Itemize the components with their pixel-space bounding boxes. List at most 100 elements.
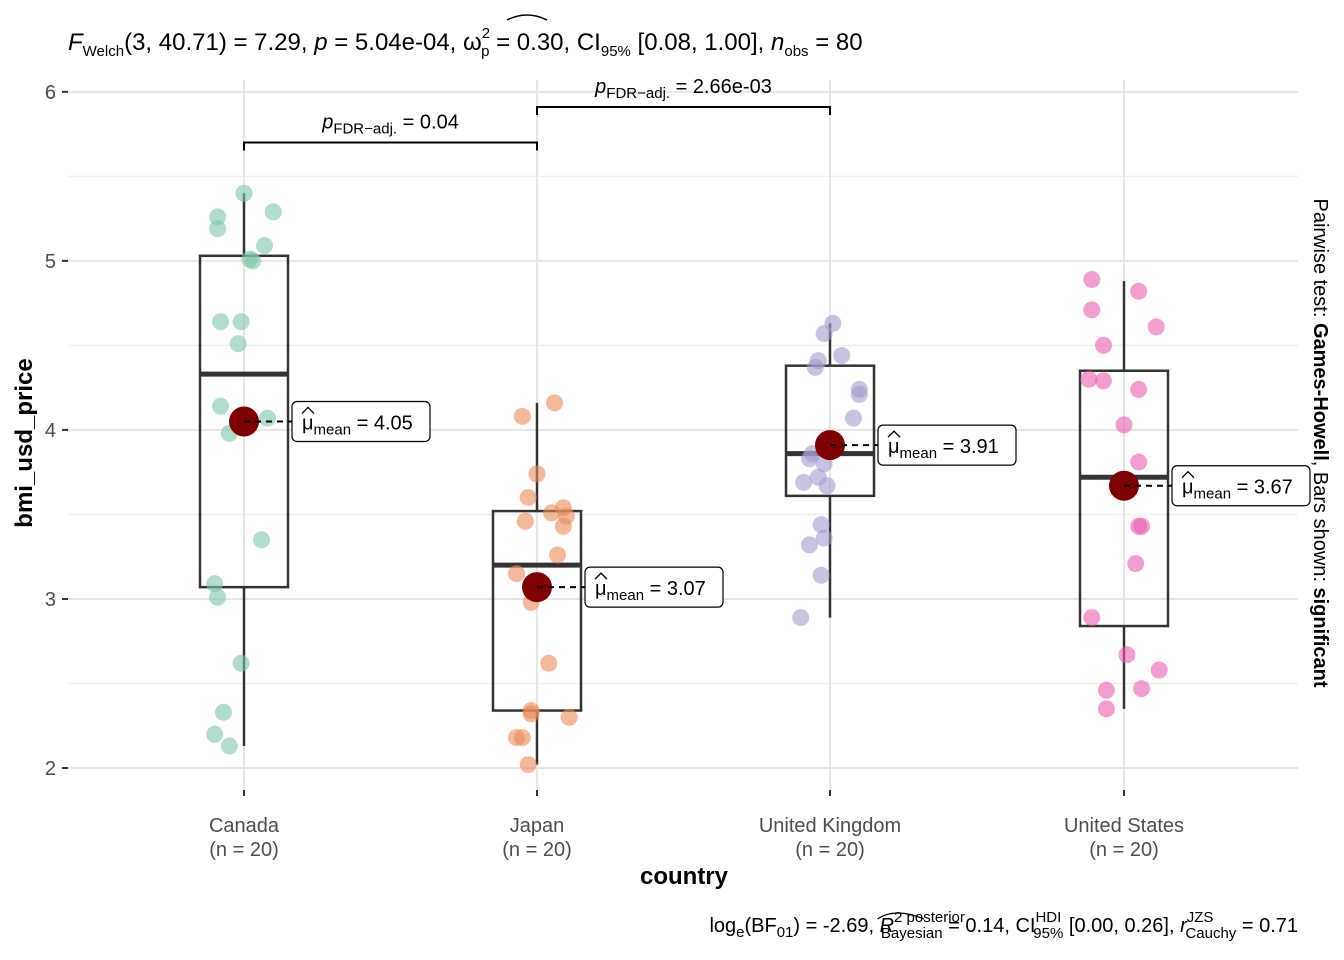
caption-cauchy-sup: JZS xyxy=(1187,909,1214,926)
points-layer xyxy=(206,184,1168,774)
data-point xyxy=(1127,554,1145,572)
data-point xyxy=(241,250,259,268)
mean-label-value: = 3.67 xyxy=(1231,477,1293,499)
y-tick-label: 6 xyxy=(45,82,56,104)
caption-bf-sub: 01 xyxy=(777,924,794,941)
data-point xyxy=(519,756,537,774)
subtitle-omega-sub: p xyxy=(481,43,489,60)
mean-label: μmean = 4.05 xyxy=(302,412,413,438)
data-point xyxy=(264,203,282,221)
y-axis-title: bmi_usd_price xyxy=(11,358,38,527)
x-tick-n-label: (n = 20) xyxy=(209,839,278,861)
mean-label-mu: μ xyxy=(1182,477,1194,499)
data-point xyxy=(1083,609,1101,627)
mean-label-box xyxy=(877,424,1017,466)
mean-label: μmean = 3.07 xyxy=(595,578,706,604)
data-point xyxy=(543,504,561,522)
data-point xyxy=(806,358,824,376)
mu-hat-icon xyxy=(301,406,315,414)
x-tick-label: Japan xyxy=(510,815,565,837)
data-point xyxy=(1130,453,1148,471)
mean-label-mu: μ xyxy=(595,578,607,600)
data-point xyxy=(519,489,537,507)
data-point xyxy=(1150,661,1168,679)
data-point xyxy=(209,208,227,226)
data-point xyxy=(844,409,862,427)
grid-layer xyxy=(68,80,1298,790)
chart-subtitle: FWelch(3, 40.71) = 7.29, p = 5.04e-04, ω… xyxy=(68,25,863,60)
subtitle-omega-value: = 0.30, CI xyxy=(489,29,600,56)
mean-label-box xyxy=(1171,465,1311,507)
data-point xyxy=(1094,372,1112,390)
omega-hat-icon xyxy=(506,14,548,21)
subtitle-f-value: = 7.29, xyxy=(227,29,314,56)
mu-hat-icon xyxy=(887,430,901,438)
caption-r-symbol: R xyxy=(880,915,894,937)
mean-label-mu: μ xyxy=(888,436,900,458)
subtitle-f-symbol: F xyxy=(68,29,84,56)
data-point xyxy=(235,184,253,202)
significance-label-sub: FDR−adj. xyxy=(333,121,397,138)
caption-r-sub: Bayesian xyxy=(881,925,943,942)
data-point xyxy=(258,409,276,427)
significance-bracket xyxy=(536,106,831,116)
caption-cauchy-value: = 0.71 xyxy=(1236,915,1298,937)
mean-label-box xyxy=(584,566,724,608)
significance-label-value: = 0.04 xyxy=(397,112,459,134)
data-point xyxy=(1115,416,1133,434)
caption-r-sup: 2 posterior xyxy=(894,909,965,926)
pairwise-note-shown: significant xyxy=(1309,588,1331,688)
box-layer xyxy=(198,193,1170,765)
data-point xyxy=(546,394,564,412)
y-tick-label: 4 xyxy=(45,420,56,442)
data-point xyxy=(1147,318,1165,336)
pairwise-note-test: Games-Howell xyxy=(1309,323,1331,461)
subtitle-p-value: = 5.04e-04, xyxy=(328,29,463,56)
box-iqr xyxy=(1078,369,1170,628)
significance-label-p: p xyxy=(594,76,606,98)
data-point xyxy=(540,654,558,672)
mean-label-box xyxy=(291,400,431,443)
data-point xyxy=(229,335,247,353)
x-tick-n-label: (n = 20) xyxy=(1089,839,1158,861)
data-point xyxy=(1130,517,1148,535)
caption-hdi-sub: 95% xyxy=(1033,925,1063,942)
data-point xyxy=(1094,336,1112,354)
subtitle-ci-value: [0.08, 1.00], xyxy=(631,29,771,56)
mean-label-sub: mean xyxy=(314,421,352,438)
caption-hdi-sup: HDI xyxy=(1035,909,1061,926)
data-point xyxy=(1133,680,1151,698)
caption-cauchy-sub: Cauchy xyxy=(1185,925,1236,942)
x-tick-n-label: (n = 20) xyxy=(502,839,571,861)
caption-hdi-value: [0.00, 0.26], xyxy=(1063,915,1180,937)
data-point xyxy=(232,654,250,672)
significance-bracket xyxy=(243,141,538,151)
data-point xyxy=(549,546,567,564)
significance-label: pFDR−adj. = 2.66e-03 xyxy=(594,76,772,102)
pairwise-note: Pairwise test: Games-Howell, Bars shown:… xyxy=(1309,198,1331,687)
subtitle-omega-sup: 2 xyxy=(482,25,490,42)
data-point xyxy=(554,517,572,535)
data-point xyxy=(1118,646,1136,664)
mean-label-value: = 4.05 xyxy=(351,412,413,434)
data-point xyxy=(212,313,230,331)
data-point xyxy=(812,566,830,584)
data-point xyxy=(1130,380,1148,398)
mean-label-sub: mean xyxy=(1194,486,1232,503)
subtitle-n-value: = 80 xyxy=(809,29,863,56)
subtitle-f-sub: Welch xyxy=(83,43,124,60)
x-tick-label: United Kingdom xyxy=(759,815,901,837)
data-point xyxy=(214,703,232,721)
data-point xyxy=(795,473,813,491)
subtitle-n-sub: obs xyxy=(784,43,808,60)
mean-label-sub: mean xyxy=(900,445,938,462)
caption-r-value: = 0.14, CI xyxy=(943,915,1036,937)
x-tick-label: Canada xyxy=(209,815,280,837)
significance-label: pFDR−adj. = 0.04 xyxy=(321,112,459,138)
mean-label-value: = 3.91 xyxy=(937,436,999,458)
data-point xyxy=(1083,270,1101,288)
data-point xyxy=(833,347,851,365)
mean-label-value: = 3.07 xyxy=(644,578,706,600)
data-point xyxy=(818,477,836,495)
box-iqr xyxy=(784,364,876,498)
